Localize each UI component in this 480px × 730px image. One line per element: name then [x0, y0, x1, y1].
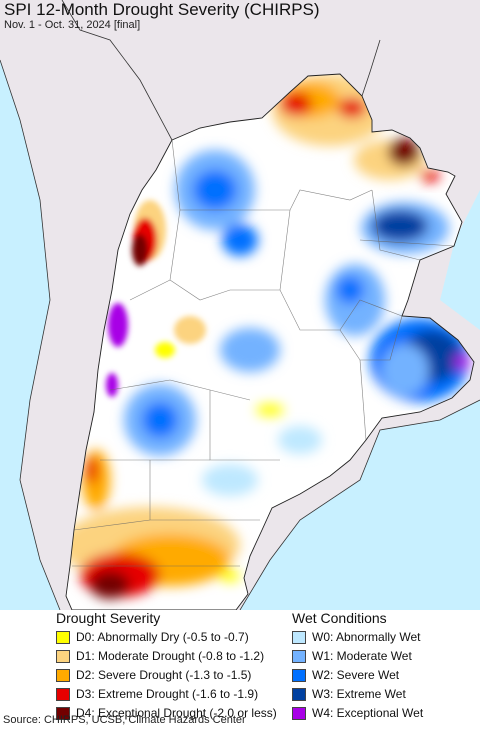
legend-item-d3: D3: Extreme Drought (-1.6 to -1.9) — [56, 686, 258, 702]
legend-label: D2: Severe Drought (-1.3 to -1.5) — [76, 668, 252, 682]
legend-item-d2: D2: Severe Drought (-1.3 to -1.5) — [56, 667, 251, 683]
legend-label: D3: Extreme Drought (-1.6 to -1.9) — [76, 687, 259, 701]
legend-item-d0: D0: Abnormally Dry (-0.5 to -0.7) — [56, 629, 249, 645]
legend-swatch — [56, 668, 70, 682]
legend-label: W3: Extreme Wet — [312, 687, 406, 701]
legend-item-w4: W4: Exceptional Wet — [292, 705, 423, 721]
drought-map — [0, 0, 480, 610]
legend-label: D4: Exceptional Drought (-2.0 or less) — [76, 706, 277, 720]
coastline-outer — [0, 59, 61, 610]
legend-swatch — [292, 706, 306, 720]
legend-item-d4: D4: Exceptional Drought (-2.0 or less) — [56, 705, 277, 721]
legend-swatch — [292, 630, 306, 644]
legend-swatch — [292, 687, 306, 701]
drought-legend-header: Drought Severity — [56, 610, 161, 626]
legend-swatch — [56, 706, 70, 720]
province-borders — [72, 139, 455, 567]
border-peru — [61, 0, 173, 141]
legend-swatch — [56, 630, 70, 644]
legend-swatch — [56, 687, 70, 701]
map-subtitle: Nov. 1 - Oct. 31, 2024 [final] — [4, 19, 141, 31]
legend-item-w1: W1: Moderate Wet — [292, 648, 412, 664]
source-credit: Source: CHIRPS, UCSB, Climate Hazards Ce… — [3, 714, 246, 726]
legend-item-w3: W3: Extreme Wet — [292, 686, 406, 702]
focus-land-outline — [65, 73, 475, 610]
legend-swatch — [56, 649, 70, 663]
legend-item-d1: D1: Moderate Drought (-0.8 to -1.2) — [56, 648, 264, 664]
coastline-east — [239, 399, 480, 610]
legend-swatch — [292, 649, 306, 663]
drought-shading — [66, 74, 470, 599]
legend-item-w0: W0: Abnormally Wet — [292, 629, 420, 645]
legend-item-w2: W2: Severe Wet — [292, 667, 399, 683]
legend-label: W4: Exceptional Wet — [312, 706, 424, 720]
legend-label: D0: Abnormally Dry (-0.5 to -0.7) — [76, 630, 249, 644]
legend-label: W0: Abnormally Wet — [312, 630, 421, 644]
legend-swatch — [292, 668, 306, 682]
border-brazil — [361, 39, 381, 97]
wet-legend-header: Wet Conditions — [292, 610, 387, 626]
legend-label: W2: Severe Wet — [312, 668, 400, 682]
legend: Drought Severity Wet Conditions D0: Abno… — [0, 610, 480, 720]
map-title: SPI 12-Month Drought Severity (CHIRPS) — [4, 0, 320, 19]
legend-label: D1: Moderate Drought (-0.8 to -1.2) — [76, 649, 265, 663]
legend-label: W1: Moderate Wet — [312, 649, 412, 663]
